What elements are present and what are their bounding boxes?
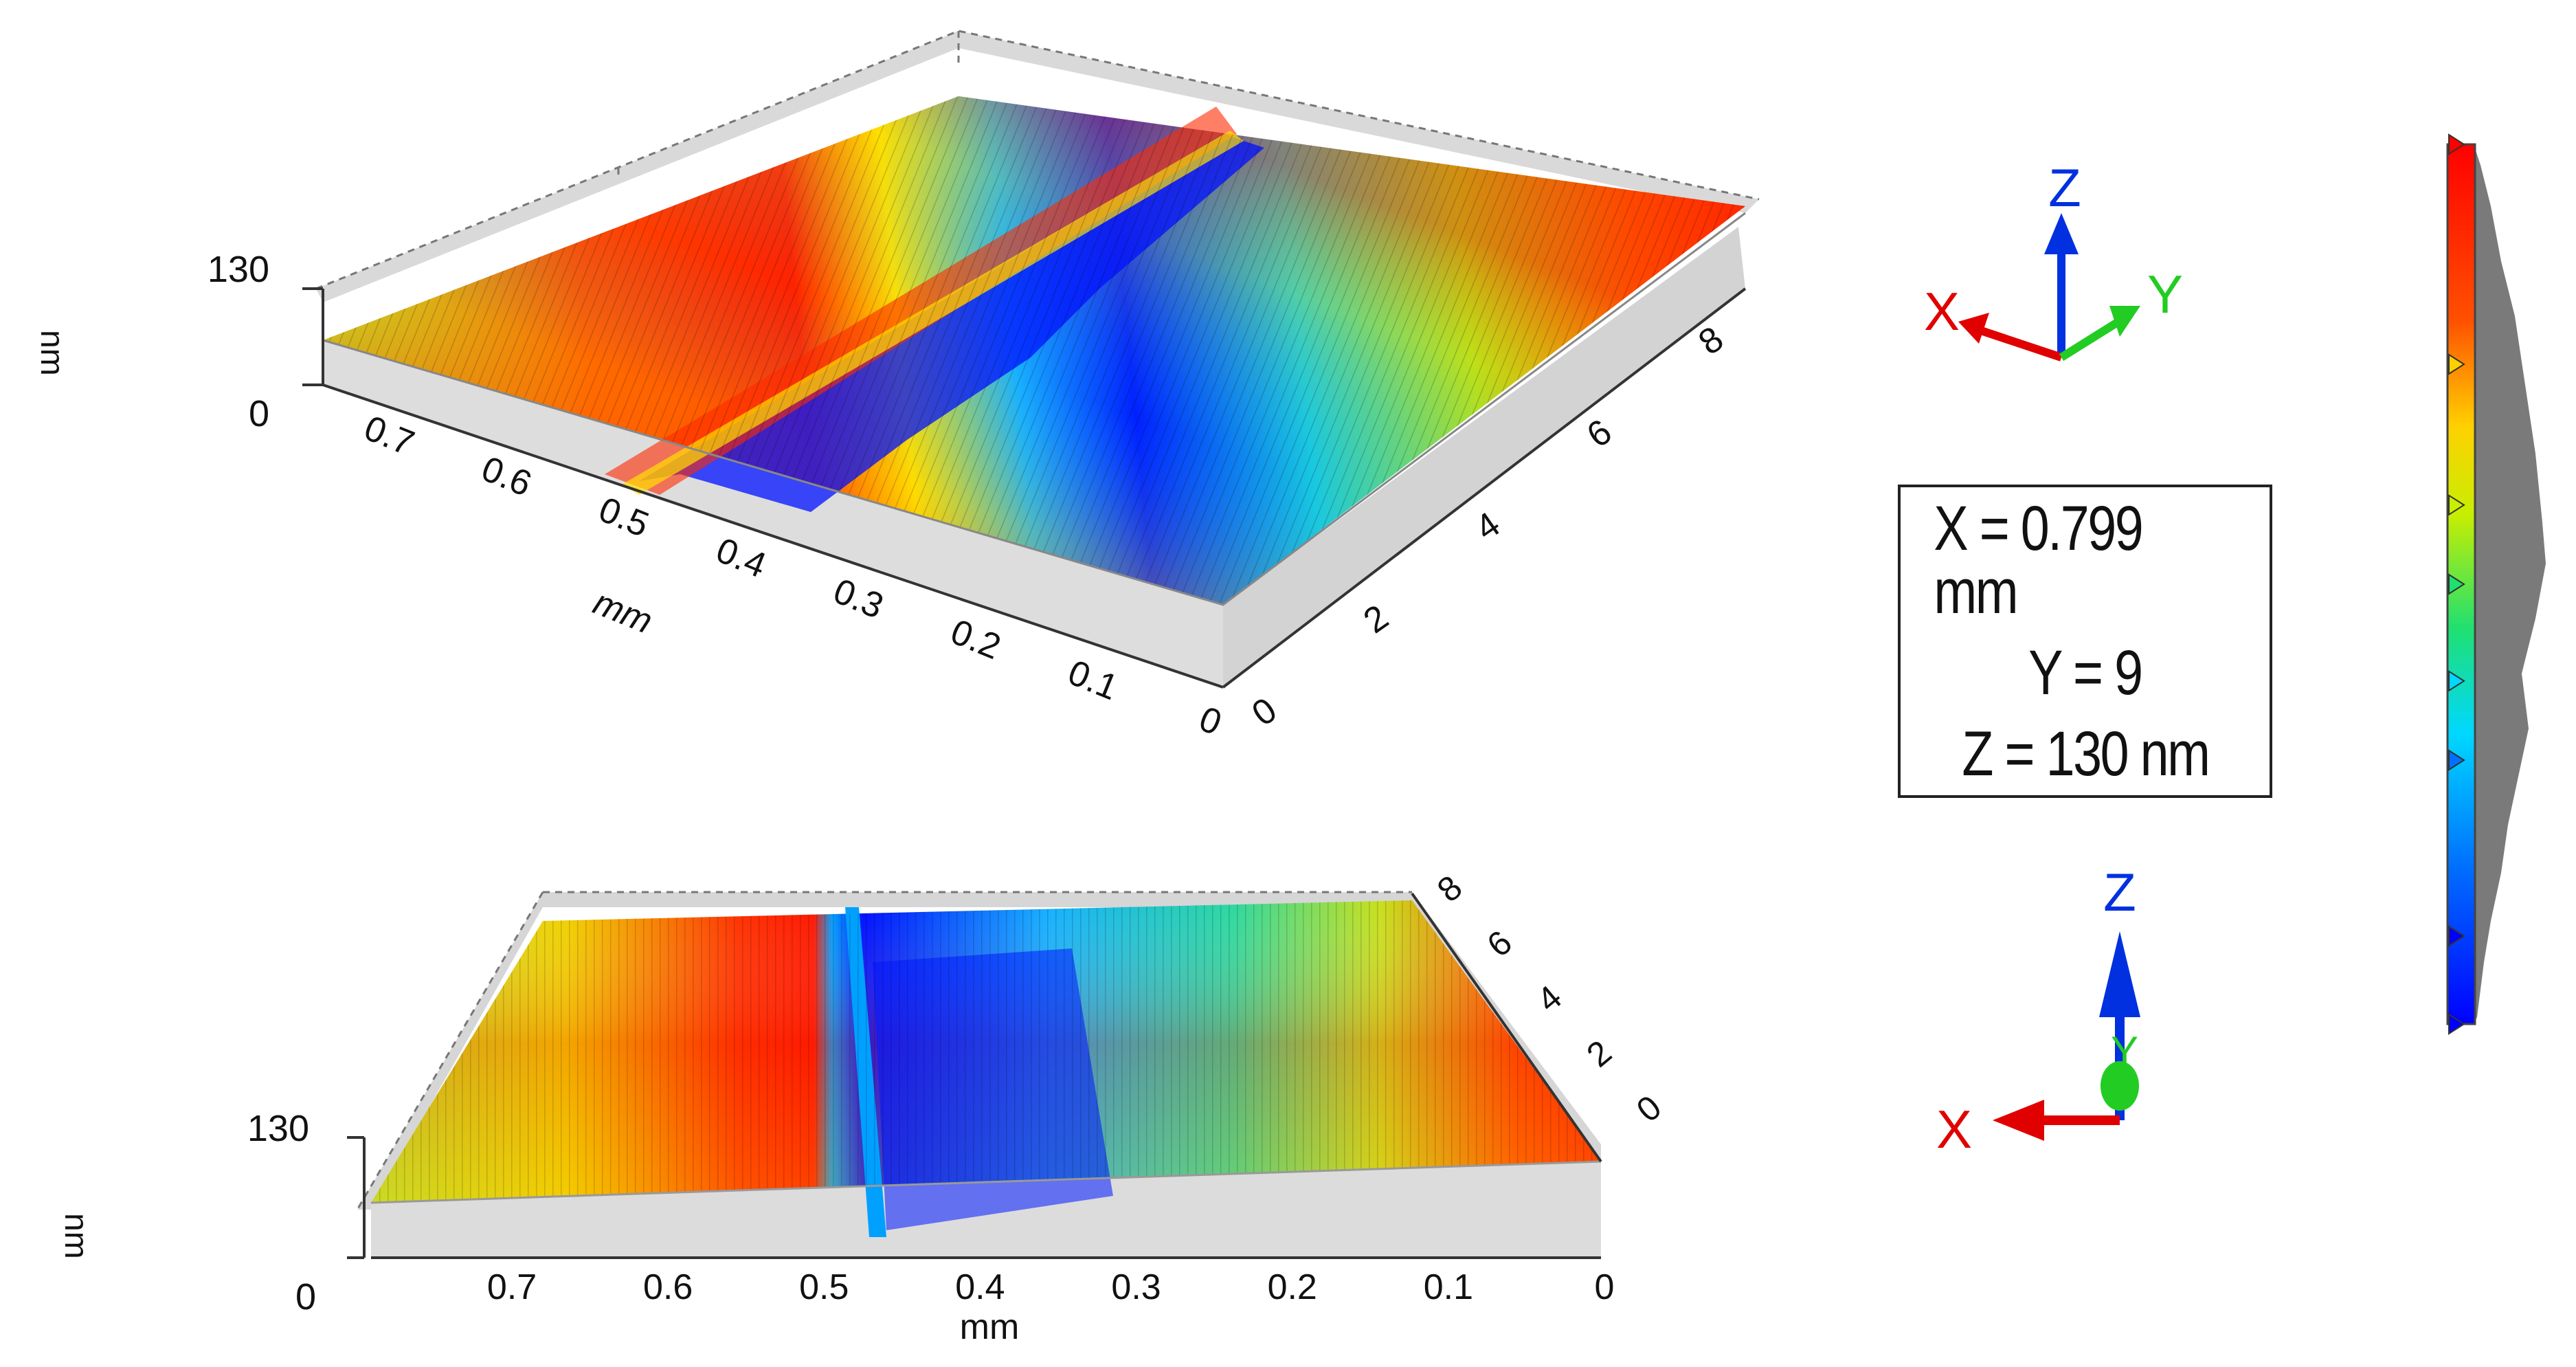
- top-y-tick-label: 2: [1356, 597, 1396, 641]
- axis-triad-top: Z X Y: [1924, 157, 2183, 362]
- bottom-x-tick-labels: 0.7 0.6 0.5 0.4 0.3 0.2 0.1 0: [487, 1267, 1615, 1307]
- colorbar-level-marker[interactable]: [2448, 493, 2465, 516]
- bottom-y-tick-label: 2: [1580, 1033, 1619, 1075]
- triad-top-y-head: [2109, 306, 2140, 337]
- top-x-tick-label: 0: [1194, 699, 1227, 744]
- bottom-z-axis: [347, 1136, 366, 1259]
- bottom-x-tick-label: 0.2: [1268, 1267, 1317, 1307]
- axis-triad-bottom: Z X Y: [1936, 862, 2140, 1159]
- bottom-surface-mesh: [371, 900, 1601, 1203]
- top-x-tick-label: 0.2: [945, 612, 1007, 667]
- triad-top-x-label: X: [1924, 281, 1960, 342]
- readout-x: X = 0.799 mm: [1934, 493, 2143, 627]
- colorbar-level-marker[interactable]: [2448, 925, 2465, 947]
- triad-top-x-arrow: [1978, 326, 2063, 362]
- bottom-back-grid: [356, 891, 1412, 1210]
- top-x-tick-label: 0.1: [1062, 653, 1123, 709]
- top-y-tick-label: 0: [1245, 690, 1284, 734]
- bottom-z-tick-0: 0: [295, 1276, 316, 1318]
- bottom-x-tick-label: 0.5: [799, 1267, 849, 1307]
- top-z-axis: [302, 287, 324, 386]
- top-z-axis-label: nm: [34, 330, 70, 376]
- bottom-x-axis-label: mm: [960, 1307, 1020, 1347]
- triad-top-z-label: Z: [2048, 157, 2081, 218]
- colorbar-level-marker[interactable]: [2448, 573, 2465, 595]
- bottom-x-tick-label: 0.3: [1111, 1267, 1161, 1307]
- bottom-x-tick-label: 0.4: [955, 1267, 1005, 1307]
- top-back-grid: [315, 30, 1760, 290]
- top-surface-mesh: [323, 96, 1745, 605]
- top-surface-edge: [322, 212, 1746, 606]
- readout-z: Z = 130 nm: [1961, 719, 2210, 789]
- bottom-y-tick-label: 8: [1430, 868, 1469, 910]
- top-x-tick-label: 0.5: [593, 489, 654, 545]
- bottom-z-tick-130: 130: [247, 1108, 309, 1149]
- triad-top-z-head: [2044, 213, 2079, 254]
- bottom-y-axis: [1411, 892, 1602, 1163]
- top-y-tick-label: 8: [1692, 319, 1731, 363]
- top-3d-surface-plot: 130 0 nm 0.7 0.6 0.5 0.4 0.3 0.2 0.1 0 mm 0 2 4 6 8: [34, 30, 1760, 744]
- top-z-tick-0: 0: [249, 393, 269, 434]
- height-histogram: [2474, 144, 2546, 1024]
- bottom-z-axis-label: nm: [58, 1213, 94, 1259]
- bottom-y-tick-label: 0: [1629, 1088, 1668, 1130]
- top-y-tick-label: 6: [1580, 412, 1619, 456]
- top-x-tick-label: 0.4: [710, 531, 772, 586]
- bottom-y-tick-label: 6: [1480, 923, 1519, 965]
- top-y-tick-label: 4: [1468, 504, 1508, 548]
- top-x-tick-label: 0.3: [828, 571, 889, 627]
- bottom-y-tick-label: 4: [1530, 978, 1569, 1020]
- top-x-tick-label: 0.6: [476, 449, 537, 504]
- bottom-x-tick-label: 0: [1595, 1267, 1615, 1307]
- color-scale-bar: [2446, 133, 2546, 1035]
- bottom-x-tick-label: 0.6: [643, 1267, 693, 1307]
- colorbar-level-marker[interactable]: [2448, 133, 2465, 155]
- triad-bottom-y-label: Y: [2111, 1028, 2138, 1074]
- colorbar-level-marker[interactable]: [2448, 353, 2465, 375]
- top-side-face: [1223, 227, 1745, 687]
- colorbar-level-marker[interactable]: [2448, 1013, 2465, 1035]
- triad-top-x-head: [1958, 313, 1989, 344]
- colorbar-level-marker[interactable]: [2448, 749, 2465, 771]
- triad-bottom-z-head: [2099, 931, 2140, 1017]
- cursor-readout-box: X = 0.799 mm Y = 9 Z = 130 nm: [1898, 485, 2272, 798]
- triad-bottom-x-label: X: [1936, 1099, 1972, 1159]
- triad-top-y-label: Y: [2147, 264, 2183, 324]
- top-z-tick-130: 130: [208, 249, 269, 290]
- triad-bottom-x-head: [1993, 1100, 2044, 1141]
- triad-bottom-y-marker: [2101, 1061, 2139, 1111]
- bottom-x-tick-label: 0.1: [1424, 1267, 1473, 1307]
- colorbar-level-marker[interactable]: [2448, 669, 2465, 692]
- triad-bottom-z-label: Z: [2103, 862, 2136, 922]
- colorbar-markers: [2448, 133, 2465, 1035]
- readout-y: Y = 9: [2028, 638, 2143, 708]
- bottom-x-tick-label: 0.7: [487, 1267, 537, 1307]
- triad-top-y-arrow: [2059, 319, 2119, 362]
- bottom-surface-edge: [370, 1160, 1602, 1204]
- top-front-face: [323, 340, 1223, 687]
- top-x-axis: [322, 384, 1224, 689]
- top-x-tick-label: 0.7: [359, 408, 420, 464]
- top-y-axis: [1222, 287, 1747, 689]
- top-x-axis-label: mm: [588, 582, 658, 641]
